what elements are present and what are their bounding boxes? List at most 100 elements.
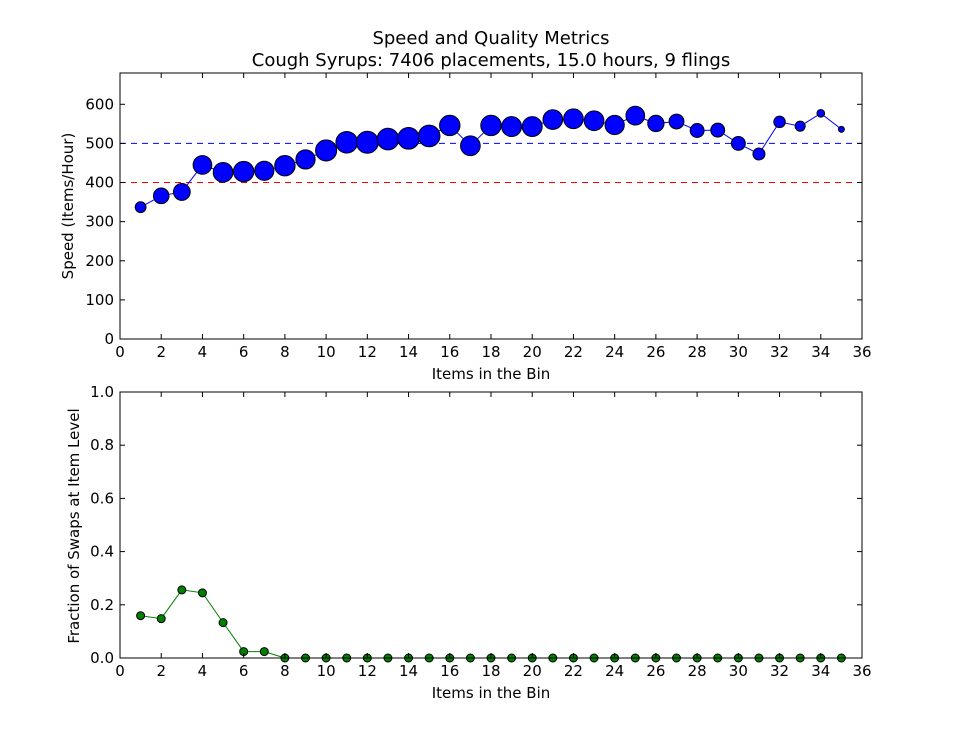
x-tick-label: 22: [564, 343, 583, 361]
data-point: [752, 147, 766, 161]
data-point: [397, 127, 420, 150]
data-point: [232, 160, 255, 183]
data-point: [355, 130, 379, 154]
data-point: [212, 162, 234, 183]
data-point: [152, 187, 170, 205]
data-point: [816, 108, 826, 118]
data-point: [583, 110, 605, 132]
data-point: [480, 114, 502, 137]
chart-title: Speed and Quality Metrics: [372, 28, 609, 49]
speed-plot: 0 2 4 6 8 10 12 14 16 18 20 22 24 26 28 30 32 34 36 010020…: [59, 72, 872, 383]
data-point: [563, 108, 584, 130]
x-tick-label: 32: [770, 343, 789, 361]
data-point: [689, 123, 705, 138]
x-tick-label: 10: [317, 662, 336, 680]
data-point: [837, 125, 845, 133]
x-axis-label: Items in the Bin: [432, 684, 551, 702]
swaps-plot: 0 2 4 6 8 10 12 14 16 18 20 22 24 26 28 30 32 34 36 0.00.2…: [65, 383, 872, 702]
y-tick-label: 0: [104, 330, 114, 348]
y-tick-label: 0.6: [90, 489, 114, 507]
y-tick-label: 1.0: [90, 383, 114, 401]
y-tick-label: 100: [85, 291, 114, 309]
x-tick-label: 26: [646, 662, 665, 680]
x-tick-label: 6: [239, 662, 249, 680]
y-axis-label: Speed (Items/Hour): [59, 133, 77, 280]
data-point: [460, 135, 481, 157]
data-point: [668, 113, 685, 130]
y-tick-label: 0.0: [90, 649, 114, 667]
data-point: [254, 160, 275, 181]
x-tick-label: 8: [280, 662, 290, 680]
x-tick-label: 16: [440, 662, 459, 680]
data-point: [335, 130, 359, 154]
data-point: [192, 155, 213, 175]
x-tick-label: 16: [440, 343, 459, 361]
x-tick-label: 24: [605, 662, 624, 680]
x-tick-label: 36: [852, 343, 871, 361]
data-point: [710, 122, 726, 138]
y-axis-ticks: 0.0 0.2 0.4 0.6 0.8 1.0: [90, 383, 862, 667]
x-tick-label: 18: [481, 662, 500, 680]
data-point: [417, 124, 441, 148]
swaps-series: [136, 585, 846, 663]
data-point: [773, 115, 786, 129]
x-tick-label: 18: [481, 343, 500, 361]
x-tick-label: 28: [688, 662, 707, 680]
data-point: [197, 588, 207, 598]
data-point: [501, 116, 523, 138]
x-tick-label: 8: [280, 343, 290, 361]
y-tick-label: 0.2: [90, 596, 114, 614]
data-point: [542, 109, 564, 130]
data-point: [136, 611, 146, 621]
data-point: [604, 114, 625, 136]
x-tick-label: 30: [729, 662, 748, 680]
x-tick-label: 0: [115, 662, 125, 680]
x-tick-label: 14: [399, 662, 418, 680]
data-point: [172, 183, 191, 201]
x-axis-ticks: 0 2 4 6 8 10 12 14 16 18 20 22 24 26 28 30 32 34 36: [115, 392, 872, 680]
x-tick-label: 36: [852, 662, 871, 680]
x-axis-label: Items in the Bin: [432, 365, 551, 383]
x-tick-label: 34: [811, 343, 830, 361]
data-point: [218, 618, 228, 628]
y-tick-label: 600: [85, 95, 114, 113]
data-point: [625, 105, 646, 126]
data-point: [156, 614, 166, 624]
y-tick-label: 0.4: [90, 543, 114, 561]
data-point: [259, 647, 269, 657]
data-point: [647, 114, 665, 133]
y-tick-label: 0.8: [90, 436, 114, 454]
data-point: [376, 127, 400, 151]
x-tick-label: 6: [239, 343, 249, 361]
y-axis-label: Fraction of Swaps at Item Level: [65, 408, 83, 643]
x-tick-label: 2: [156, 662, 166, 680]
speed-plot-frame: [119, 72, 863, 340]
x-tick-label: 30: [729, 343, 748, 361]
x-tick-label: 0: [115, 343, 125, 361]
y-axis-ticks: 0 100 200 300 400 500 600: [85, 95, 862, 348]
data-point: [295, 149, 316, 170]
data-point: [730, 135, 746, 151]
data-point: [134, 201, 147, 214]
x-tick-label: 32: [770, 662, 789, 680]
x-tick-label: 22: [564, 662, 583, 680]
speed-series: [134, 105, 845, 214]
y-tick-label: 500: [85, 134, 114, 152]
y-tick-label: 400: [85, 174, 114, 192]
x-tick-label: 34: [811, 662, 830, 680]
x-tick-label: 28: [688, 343, 707, 361]
x-tick-label: 24: [605, 343, 624, 361]
x-axis-ticks: 0 2 4 6 8 10 12 14 16 18 20 22 24 26 28 30 32 34 36: [115, 73, 872, 361]
chart-subtitle: Cough Syrups: 7406 placements, 15.0 hour…: [252, 50, 730, 71]
x-tick-label: 10: [317, 343, 336, 361]
data-point: [521, 116, 543, 138]
data-point: [315, 139, 338, 162]
y-tick-label: 300: [85, 213, 114, 231]
x-tick-label: 12: [358, 343, 377, 361]
y-tick-label: 200: [85, 252, 114, 270]
swaps-plot-frame: [119, 391, 863, 659]
data-point: [794, 120, 806, 132]
data-point: [274, 155, 296, 177]
data-point: [439, 114, 461, 137]
